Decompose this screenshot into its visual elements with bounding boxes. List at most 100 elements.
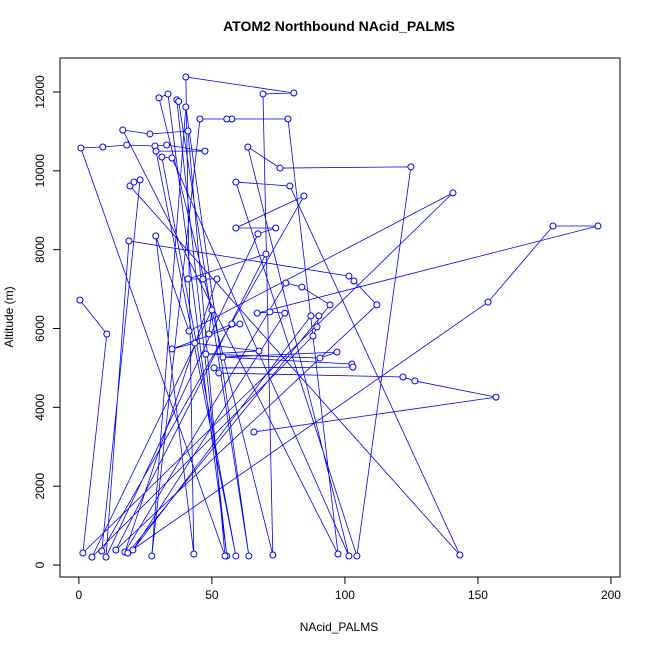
y-tick-label: 6000 [33, 315, 47, 342]
data-point [345, 272, 353, 280]
data-point [232, 224, 240, 232]
data-point [236, 320, 244, 328]
data-point [594, 222, 602, 230]
data-point [315, 312, 323, 320]
data-point [215, 369, 223, 377]
data-line [79, 76, 599, 558]
data-point [350, 277, 358, 285]
data-point [266, 308, 274, 316]
data-point [255, 347, 263, 355]
y-tick-label: 2000 [33, 473, 47, 500]
data-point [199, 275, 207, 283]
data-point [309, 332, 317, 340]
data-point [313, 323, 321, 331]
x-tick-label: 150 [468, 588, 488, 602]
data-point [184, 275, 192, 283]
data-point [146, 130, 154, 138]
data-point [163, 141, 171, 149]
data-point [223, 115, 231, 123]
data-point [112, 546, 120, 554]
data-point [282, 279, 290, 287]
data-point [232, 552, 240, 560]
data-point [221, 552, 229, 560]
data-point [262, 250, 270, 258]
data-point [76, 296, 84, 304]
data-point [272, 224, 280, 232]
data-point [449, 189, 457, 197]
data-point [88, 553, 96, 561]
data-point [549, 222, 557, 230]
data-point [334, 550, 342, 558]
data-point [290, 89, 298, 97]
data-point [148, 552, 156, 560]
data-point [129, 546, 137, 554]
data-point [333, 348, 341, 356]
data-point [98, 547, 106, 555]
data-point [205, 330, 213, 338]
data-point [253, 309, 261, 317]
data-point [411, 377, 419, 385]
data-point [213, 275, 221, 283]
data-point [307, 312, 315, 320]
data-point [136, 176, 144, 184]
y-tick-label: 8000 [33, 236, 47, 263]
data-point [281, 309, 289, 317]
data-point [254, 230, 262, 238]
data-point [484, 298, 492, 306]
data-point [250, 428, 258, 436]
data-point [219, 353, 227, 361]
data-point [125, 237, 133, 245]
y-axis-label: Altitude (m) [2, 286, 16, 347]
data-point [300, 192, 308, 200]
data-point [245, 552, 253, 560]
data-point [185, 327, 193, 335]
data-point [202, 350, 210, 358]
data-point [168, 154, 176, 162]
data-point [168, 345, 176, 353]
data-point [103, 330, 111, 338]
data-point [232, 178, 240, 186]
data-point [353, 552, 361, 560]
data-point [190, 550, 198, 558]
data-point [244, 143, 252, 151]
y-tick-label: 0 [33, 561, 47, 568]
x-tick-label: 100 [335, 588, 355, 602]
data-point [456, 551, 464, 559]
data-point [492, 393, 500, 401]
data-point [326, 301, 334, 309]
data-point [298, 283, 306, 291]
data-point [284, 115, 292, 123]
data-point [196, 115, 204, 123]
data-point [191, 339, 199, 347]
data-point [373, 301, 381, 309]
data-point [152, 147, 160, 155]
data-point [102, 553, 110, 561]
x-axis-label: NAcid_PALMS [300, 620, 378, 634]
data-point [158, 153, 166, 161]
y-tick-label: 10000 [33, 154, 47, 188]
y-tick-label: 4000 [33, 394, 47, 421]
data-point [399, 373, 407, 381]
data-point [259, 90, 267, 98]
data-point [130, 178, 138, 186]
data-point [345, 552, 353, 560]
data-point [77, 144, 85, 152]
plot-frame [59, 57, 621, 578]
data-point [316, 354, 324, 362]
data-point [119, 126, 127, 134]
data-point [201, 147, 209, 155]
data-point [99, 143, 107, 151]
data-point [152, 232, 160, 240]
y-tick-label: 12000 [33, 75, 47, 109]
x-tick-label: 50 [205, 588, 219, 602]
data-point [228, 320, 236, 328]
data-point [184, 127, 192, 135]
data-point [210, 364, 218, 372]
data-point [276, 164, 284, 172]
x-tick-label: 200 [601, 588, 621, 602]
data-point [182, 103, 190, 111]
data-point [175, 97, 183, 105]
data-point [124, 549, 132, 557]
data-point [349, 363, 357, 371]
